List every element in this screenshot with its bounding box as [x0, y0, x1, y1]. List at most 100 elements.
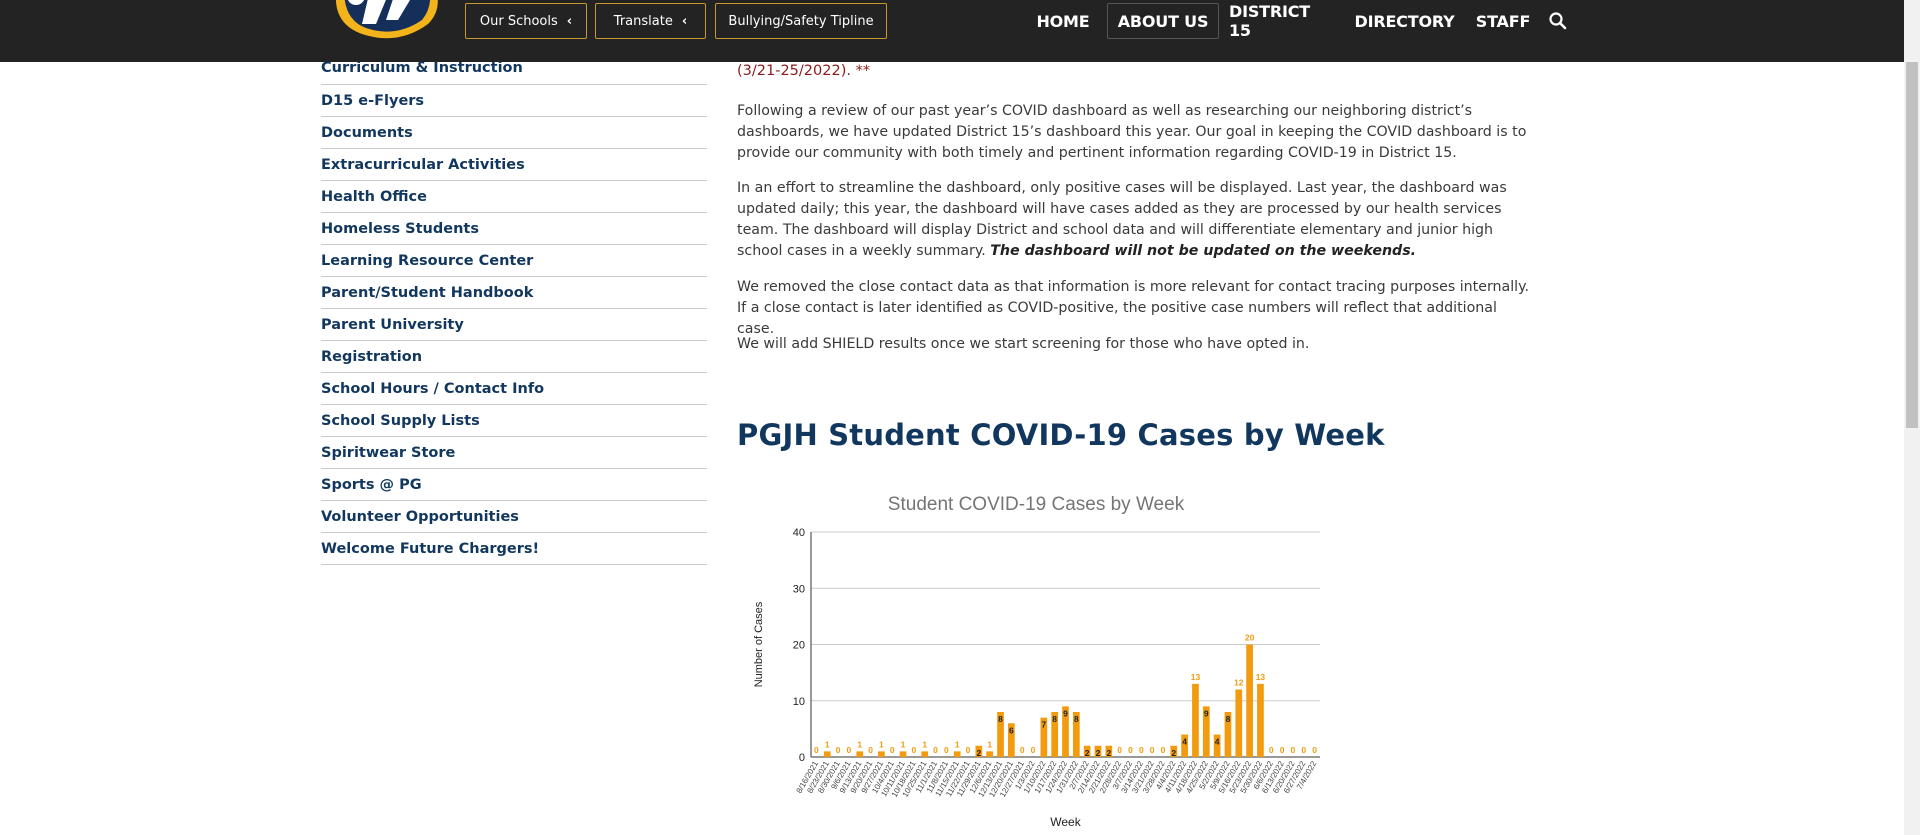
- chart-bar: [1062, 706, 1069, 757]
- nav-directory[interactable]: DIRECTORY: [1354, 11, 1455, 31]
- data-label: 0: [847, 745, 852, 755]
- chart-bar: [823, 751, 831, 757]
- nav-staff[interactable]: STAFF: [1475, 11, 1531, 31]
- weekend-note: The dashboard will not be updated on the…: [990, 243, 1417, 259]
- chevron-left-icon: ‹: [681, 13, 688, 29]
- data-label: 9: [1063, 708, 1068, 718]
- data-label: 8: [1052, 714, 1057, 724]
- chart-bar: [1083, 745, 1091, 757]
- data-label: 0: [1291, 745, 1296, 755]
- our-schools-button[interactable]: Our Schools ‹: [465, 3, 587, 39]
- nav-district-15[interactable]: DISTRICT 15: [1229, 2, 1311, 40]
- sidebar-item-volunteer[interactable]: Volunteer Opportunities: [321, 501, 707, 533]
- chart-bar: [878, 751, 885, 757]
- sidebar-item-documents[interactable]: Documents: [321, 117, 707, 149]
- site-header: Our Schools ‹ Translate ‹ Bullying/Safet…: [0, 0, 1904, 62]
- data-label: 0: [966, 745, 971, 755]
- chevron-left-icon: ‹: [566, 13, 573, 29]
- chart-bar: [1235, 689, 1243, 757]
- streamline-text: In an effort to streamline the dashboard…: [737, 180, 1507, 259]
- chart-bar: [997, 712, 1004, 757]
- data-label: 0: [1312, 745, 1317, 755]
- sidebar-item-homeless-students[interactable]: Homeless Students: [321, 213, 707, 245]
- paragraph-shield: We will add SHIELD results once we start…: [737, 336, 1310, 352]
- sidebar-item-parent-university[interactable]: Parent University: [321, 309, 707, 341]
- nav-home[interactable]: HOME: [1036, 11, 1090, 31]
- sidebar-item-sports[interactable]: Sports @ PG: [321, 469, 707, 501]
- y-tick-label: 10: [793, 696, 805, 708]
- bullying-tipline-label: Bullying/Safety Tipline: [728, 13, 874, 29]
- our-schools-label: Our Schools: [479, 13, 558, 29]
- data-label: 12: [1234, 678, 1244, 688]
- search-icon[interactable]: [1548, 11, 1568, 31]
- chart-bar: [856, 751, 864, 757]
- paragraph-close-contact: We removed the close contact data as tha…: [737, 279, 1529, 337]
- data-label: 0: [1269, 745, 1274, 755]
- translate-button[interactable]: Translate ‹: [595, 3, 706, 39]
- data-label: 1: [987, 739, 992, 749]
- data-label: 2: [1106, 748, 1111, 758]
- chart-bar: [1213, 734, 1221, 757]
- chart-bar: [986, 751, 994, 757]
- scrollbar-thumb[interactable]: [1906, 62, 1918, 428]
- data-label: 2: [976, 748, 981, 758]
- sidebar-nav: Curriculum & Instruction D15 e-Flyers Do…: [321, 60, 707, 565]
- data-label: 2: [1171, 748, 1176, 758]
- data-label: 1: [922, 739, 927, 749]
- data-label: 0: [1020, 745, 1025, 755]
- chart-bar: [1224, 712, 1232, 757]
- data-label: 0: [836, 745, 841, 755]
- chart-bar: [899, 751, 907, 757]
- y-tick-label: 0: [799, 752, 805, 764]
- charger-logo-icon[interactable]: [332, 0, 444, 46]
- data-label: 1: [955, 739, 960, 749]
- data-label: 0: [1150, 745, 1155, 755]
- translate-label: Translate: [613, 13, 673, 29]
- nav-about-us[interactable]: ABOUT US: [1107, 3, 1219, 39]
- sidebar-item-curriculum[interactable]: Curriculum & Instruction: [321, 60, 707, 85]
- date-range-alert: (3/21-25/2022). **: [737, 63, 871, 79]
- data-label: 2: [1085, 748, 1090, 758]
- data-label: 1: [879, 739, 884, 749]
- chart-bar: [921, 751, 929, 757]
- data-label: 1: [857, 739, 862, 749]
- chart-title: Student COVID-19 Cases by Week: [888, 494, 1185, 515]
- covid-cases-chart: Student COVID-19 Cases by Week010203040N…: [753, 494, 1320, 829]
- bullying-tipline-button[interactable]: Bullying/Safety Tipline: [715, 3, 887, 39]
- sidebar-item-d15-eflyers[interactable]: D15 e-Flyers: [321, 85, 707, 117]
- data-label: 0: [1031, 745, 1036, 755]
- chart-bar: [1257, 683, 1264, 757]
- data-label: 0: [944, 745, 949, 755]
- y-tick-label: 20: [793, 640, 805, 652]
- data-label: 7: [1041, 720, 1046, 730]
- data-label: 0: [1301, 745, 1306, 755]
- sidebar-item-handbook[interactable]: Parent/Student Handbook: [321, 277, 707, 309]
- sidebar-item-spiritwear[interactable]: Spiritwear Store: [321, 437, 707, 469]
- sidebar-item-future-chargers[interactable]: Welcome Future Chargers!: [321, 533, 707, 565]
- data-label: 8: [998, 714, 1003, 724]
- data-label: 13: [1256, 672, 1266, 682]
- sidebar-item-registration[interactable]: Registration: [321, 341, 707, 373]
- data-label: 1: [825, 739, 830, 749]
- data-label: 0: [1280, 745, 1285, 755]
- data-label: 20: [1245, 633, 1255, 643]
- sidebar-item-health-office[interactable]: Health Office: [321, 181, 707, 213]
- sidebar-item-learning-resource[interactable]: Learning Resource Center: [321, 245, 707, 277]
- chart-bar: [1072, 712, 1080, 757]
- data-label: 0: [912, 745, 917, 755]
- paragraph-dashboard-review: Following a review of our past year’s CO…: [737, 103, 1527, 161]
- sidebar-item-supply-lists[interactable]: School Supply Lists: [321, 405, 707, 437]
- chart-bar: [1181, 734, 1188, 757]
- x-axis-label: Week: [1050, 815, 1081, 829]
- data-label: 0: [1128, 745, 1133, 755]
- sidebar-item-school-hours[interactable]: School Hours / Contact Info: [321, 373, 707, 405]
- chart-bar: [1105, 745, 1113, 757]
- chart-bar: [1202, 706, 1210, 757]
- data-label: 4: [1182, 737, 1187, 747]
- sidebar-item-extracurricular[interactable]: Extracurricular Activities: [321, 149, 707, 181]
- paragraph-streamline: In an effort to streamline the dashboard…: [737, 178, 1537, 262]
- chart-bar: [1051, 712, 1059, 757]
- data-label: 0: [1117, 745, 1122, 755]
- data-label: 8: [1074, 714, 1079, 724]
- y-tick-label: 40: [793, 527, 805, 539]
